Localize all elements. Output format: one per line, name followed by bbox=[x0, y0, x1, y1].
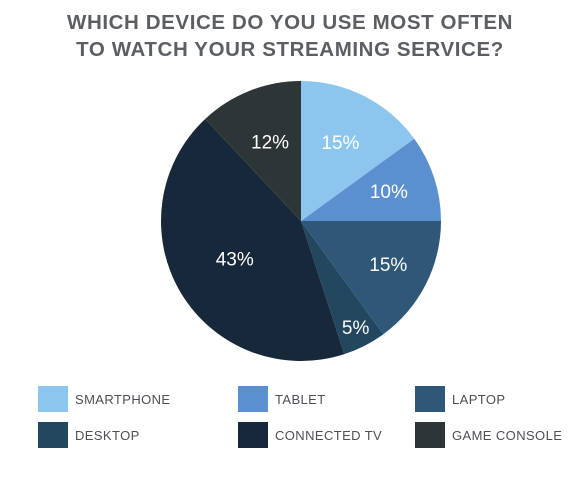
chart-title-line-1: WHICH DEVICE DO YOU USE MOST OFTEN bbox=[67, 11, 513, 34]
chart-title-line-2: TO WATCH YOUR STREAMING SERVICE? bbox=[76, 38, 504, 61]
pie-slice-connected-tv bbox=[160, 118, 345, 362]
pie-slice-smartphone bbox=[301, 81, 415, 221]
chart-title: WHICH DEVICE DO YOU USE MOST OFTEN TO WA… bbox=[0, 9, 580, 63]
slice-label-desktop: 5% bbox=[342, 318, 370, 339]
pie-slice-tablet bbox=[301, 138, 441, 221]
slice-label-laptop: 15% bbox=[369, 255, 407, 276]
slice-label-tablet: 10% bbox=[370, 182, 408, 203]
slice-label-smartphone: 15% bbox=[321, 133, 359, 154]
slice-label-game-console: 12% bbox=[251, 132, 289, 153]
pie-slice-game-console bbox=[205, 81, 301, 221]
pie-slice-desktop bbox=[301, 221, 384, 355]
slice-label-connected-tv: 43% bbox=[216, 250, 254, 271]
pie-slice-laptop bbox=[301, 221, 441, 335]
